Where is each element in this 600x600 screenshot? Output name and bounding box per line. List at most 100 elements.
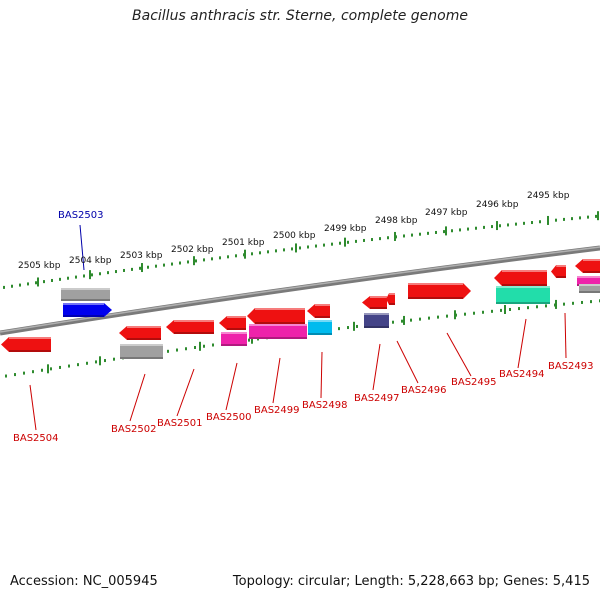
minor-tick bbox=[248, 338, 250, 342]
gene-label-bas2498: BAS2498 bbox=[302, 400, 348, 411]
minor-tick bbox=[401, 319, 403, 323]
minor-tick bbox=[299, 246, 301, 250]
accession-text: Accession: NC_005945 bbox=[10, 574, 158, 589]
minor-tick bbox=[3, 285, 5, 289]
minor-tick bbox=[307, 245, 309, 249]
ruler-label: 2496 kbp bbox=[476, 200, 519, 210]
minor-tick bbox=[545, 304, 547, 308]
minor-tick bbox=[473, 311, 475, 315]
minor-tick bbox=[167, 349, 169, 353]
minor-tick bbox=[212, 343, 214, 347]
minor-tick bbox=[41, 368, 43, 372]
minor-tick bbox=[51, 278, 53, 282]
minor-tick bbox=[475, 226, 477, 230]
gene-label-bas2503: BAS2503 bbox=[58, 210, 104, 221]
feature-gray-bar bbox=[61, 288, 110, 301]
feature-small-red bbox=[386, 293, 395, 305]
gene-label-bas2494: BAS2494 bbox=[499, 369, 545, 380]
minor-tick bbox=[291, 247, 293, 251]
minor-tick bbox=[27, 282, 29, 286]
minor-tick bbox=[50, 367, 52, 371]
leader-line bbox=[446, 332, 472, 377]
minor-tick bbox=[581, 300, 583, 304]
minor-tick bbox=[347, 240, 349, 244]
minor-tick bbox=[571, 217, 573, 221]
major-tick bbox=[99, 356, 101, 366]
feature-BAS2499 bbox=[247, 308, 305, 324]
feature-BAS2493 bbox=[551, 265, 566, 278]
minor-tick bbox=[115, 270, 117, 274]
minor-tick bbox=[411, 233, 413, 237]
minor-tick bbox=[5, 374, 7, 378]
minor-tick bbox=[195, 259, 197, 263]
minor-tick bbox=[410, 318, 412, 322]
ruler-label: 2498 kbp bbox=[375, 216, 418, 226]
minor-tick bbox=[275, 249, 277, 253]
minor-tick bbox=[428, 316, 430, 320]
major-tick bbox=[403, 315, 405, 325]
major-tick bbox=[295, 243, 297, 253]
label-leader-lines bbox=[29, 224, 567, 431]
major-tick bbox=[445, 226, 447, 236]
minor-tick bbox=[163, 263, 165, 267]
minor-tick bbox=[11, 284, 13, 288]
minor-tick bbox=[331, 242, 333, 246]
minor-tick bbox=[527, 306, 529, 310]
minor-tick bbox=[387, 236, 389, 240]
map-title: Bacillus anthracis str. Sterne, complete… bbox=[132, 8, 468, 24]
feature-BAS2500 bbox=[219, 316, 246, 330]
minor-tick bbox=[203, 258, 205, 262]
minor-tick bbox=[147, 265, 149, 269]
gene-label-bas2493: BAS2493 bbox=[548, 361, 594, 372]
minor-tick bbox=[464, 312, 466, 316]
minor-tick bbox=[155, 264, 157, 268]
leader-line bbox=[396, 340, 419, 384]
major-tick bbox=[394, 231, 396, 241]
leader-line bbox=[272, 357, 281, 404]
minor-tick bbox=[176, 348, 178, 352]
minor-tick bbox=[99, 272, 101, 276]
minor-tick bbox=[419, 232, 421, 236]
ruler-label: 2503 kbp bbox=[120, 251, 163, 261]
ruler-label: 2504 kbp bbox=[69, 256, 112, 266]
ruler-label: 2499 kbp bbox=[324, 224, 367, 234]
gene-features bbox=[1, 259, 600, 359]
feature-BAS2495 bbox=[408, 283, 471, 299]
leader-line bbox=[517, 318, 527, 369]
major-tick bbox=[454, 310, 456, 320]
minor-tick bbox=[443, 230, 445, 234]
minor-tick bbox=[459, 228, 461, 232]
minor-tick bbox=[392, 320, 394, 324]
minor-tick bbox=[347, 326, 349, 330]
gene-label-bas2497: BAS2497 bbox=[354, 393, 400, 404]
leader-line bbox=[372, 343, 381, 391]
leader-line bbox=[320, 351, 323, 399]
minor-tick bbox=[59, 277, 61, 281]
minor-tick bbox=[211, 257, 213, 261]
minor-tick bbox=[83, 274, 85, 278]
leader-line bbox=[225, 362, 238, 411]
ruler-label: 2505 kbp bbox=[18, 261, 61, 271]
gene-label-bas2504: BAS2504 bbox=[13, 433, 59, 444]
gene-label-bas2500: BAS2500 bbox=[206, 412, 252, 423]
minor-tick bbox=[75, 275, 77, 279]
minor-tick bbox=[451, 229, 453, 233]
minor-tick bbox=[35, 281, 37, 285]
minor-tick bbox=[587, 215, 589, 219]
minor-tick bbox=[194, 345, 196, 349]
minor-tick bbox=[235, 254, 237, 258]
minor-tick bbox=[123, 268, 125, 272]
feature-cyan-bar bbox=[308, 320, 332, 335]
minor-tick bbox=[590, 300, 592, 304]
feature-edge-red bbox=[575, 259, 600, 273]
minor-tick bbox=[356, 324, 358, 328]
minor-tick bbox=[536, 305, 538, 309]
minor-tick bbox=[203, 344, 205, 348]
minor-tick bbox=[185, 347, 187, 351]
minor-tick bbox=[187, 260, 189, 264]
minor-tick bbox=[523, 221, 525, 225]
gene-label-bas2501: BAS2501 bbox=[157, 418, 203, 429]
minor-tick bbox=[323, 243, 325, 247]
minor-tick bbox=[491, 225, 493, 229]
minor-tick bbox=[563, 217, 565, 221]
